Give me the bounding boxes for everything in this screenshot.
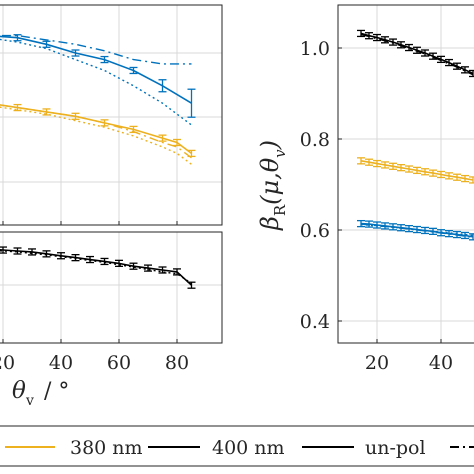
left-bottom-x-tick-label: 60 [107,352,131,374]
x-axis-label-unit: / ° [44,379,69,404]
legend: 380 nm 400 nm un-pol [0,425,474,467]
right-y-tick-label: 1.0 [300,38,330,60]
left-top-axes-box [0,4,223,226]
left-bottom-series-1-black-dotted [0,250,192,284]
right-y-tick-label: 0.6 [300,220,330,242]
left-top-series-0-blue-solid [0,35,192,104]
left-bottom-axes-box [0,231,223,344]
left-bottom-series-0-black-solid [0,249,193,286]
legend-label-1: 400 nm [212,437,285,459]
right-series-1-black-dashdot [360,33,474,76]
right-y-tick-label: 0.8 [300,129,330,151]
right-axes-box [337,4,474,344]
right-y-tick-label: 0.4 [300,311,330,333]
right-y-axis-label-text: βR(μ,θv) [256,140,289,231]
right-x-tick-label: 20 [365,352,389,374]
x-axis-label: θ v / ° [12,378,69,409]
left-bottom-x-tick-label: 40 [49,352,73,374]
right-y-axis-label: βR(μ,θv) [256,140,289,231]
left-bottom-x-tick-label: 20 [0,352,15,374]
left-top-series-5-orange-dotted [0,106,192,165]
left-top-series-4-orange-dashdot [0,104,192,159]
left-top-series-3-orange-solid [0,104,192,155]
legend-box [0,425,474,467]
legend-label-2: un-pol [365,437,426,459]
right-series-5-blue-dotted [360,223,474,237]
right-x-tick-label: 40 [429,352,453,374]
x-axis-label-symbol: θ [12,378,26,404]
left-top-series-1-blue-dashdot [0,34,192,65]
panel-right: 20 40 0.4 0.6 0.8 1.0 [300,4,474,374]
panel-left-bottom: 20 40 60 80 [0,231,223,374]
x-axis-label-subscript: v [25,393,34,409]
panel-left-top [0,4,223,226]
left-top-series-2-blue-dotted [0,38,192,126]
left-bottom-x-tick-label: 80 [165,352,189,374]
legend-label-0: 380 nm [70,437,143,459]
